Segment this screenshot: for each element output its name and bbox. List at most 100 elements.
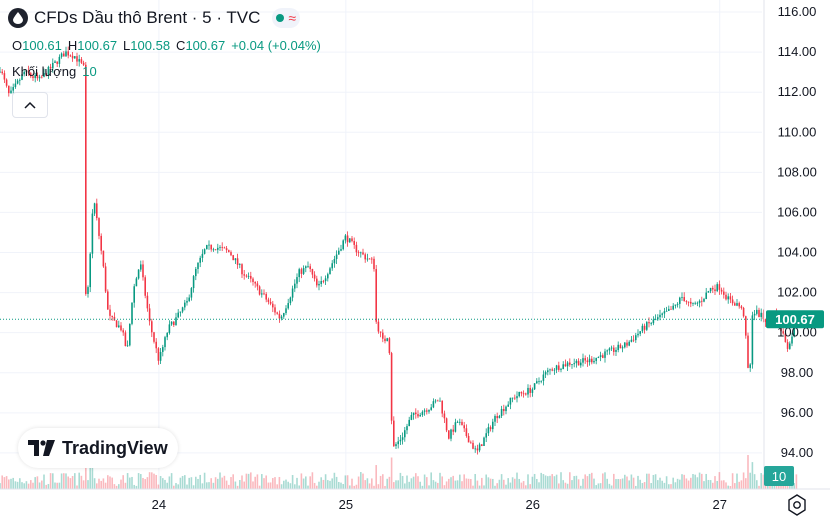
volume-bar bbox=[426, 477, 428, 489]
volume-bar bbox=[412, 476, 415, 489]
candle-body bbox=[298, 269, 300, 278]
volume-bar bbox=[654, 474, 657, 489]
candle-body bbox=[71, 55, 74, 59]
time-axis[interactable]: 24 25 26 27 bbox=[152, 497, 727, 512]
collapse-legend-button[interactable] bbox=[12, 92, 48, 118]
volume-bar bbox=[397, 480, 399, 489]
volume-bar bbox=[621, 478, 624, 489]
candle-body bbox=[241, 264, 243, 275]
volume-bar bbox=[542, 474, 545, 489]
candle-body bbox=[45, 73, 47, 76]
volume-bar bbox=[69, 478, 72, 489]
volume-bar bbox=[258, 485, 261, 489]
volume-bar bbox=[630, 474, 633, 489]
volume-bar bbox=[324, 474, 327, 489]
volume-bar bbox=[456, 480, 459, 489]
candle-body bbox=[0, 71, 1, 73]
candle-body bbox=[423, 410, 426, 412]
candle-body bbox=[738, 303, 740, 307]
candle-body bbox=[364, 254, 366, 260]
volume-bar bbox=[683, 474, 685, 489]
candle-body bbox=[740, 306, 743, 308]
volume-bar bbox=[626, 476, 628, 489]
volume-bar bbox=[742, 472, 745, 489]
volume-bar bbox=[256, 474, 259, 489]
volume-bar bbox=[329, 480, 331, 489]
candle-body bbox=[558, 365, 560, 370]
volume-bar bbox=[375, 465, 377, 489]
volume-bar bbox=[140, 474, 142, 489]
volume-bar bbox=[505, 484, 507, 489]
volume-bar bbox=[716, 480, 718, 489]
candle-body bbox=[276, 312, 278, 314]
candle-body bbox=[555, 365, 558, 370]
candle-body bbox=[652, 319, 655, 324]
candle-body bbox=[307, 266, 309, 268]
tradingview-logo[interactable]: TradingView bbox=[18, 428, 178, 468]
market-status-pill[interactable]: ≈ bbox=[272, 8, 301, 28]
candle-body bbox=[663, 311, 666, 314]
candle-body bbox=[624, 342, 626, 348]
candle-body bbox=[294, 283, 296, 289]
volume-bar bbox=[58, 482, 61, 489]
candle-body bbox=[256, 283, 259, 287]
settings-icon[interactable] bbox=[786, 494, 808, 516]
volume-bar bbox=[714, 476, 716, 489]
volume-bar bbox=[555, 474, 558, 489]
volume-bar bbox=[652, 474, 655, 489]
volume-bar bbox=[569, 472, 571, 489]
volume-bar bbox=[335, 476, 338, 489]
candle-body bbox=[760, 312, 762, 317]
candle-body bbox=[210, 244, 212, 250]
volume-bar bbox=[756, 480, 758, 489]
volume-bar bbox=[668, 484, 670, 489]
candle-body bbox=[615, 349, 617, 352]
volume-bar bbox=[10, 478, 12, 489]
volume-bar bbox=[606, 478, 608, 489]
candle-body bbox=[96, 203, 98, 219]
volume-bar bbox=[43, 474, 45, 489]
volume-bar bbox=[225, 480, 228, 489]
chart-title[interactable]: CFDs Dầu thô Brent · 5 · TVC bbox=[34, 8, 261, 27]
candle-body bbox=[219, 247, 221, 248]
volume-bar bbox=[734, 483, 736, 489]
volume-bar bbox=[283, 480, 285, 489]
candle-body bbox=[166, 332, 168, 338]
volume-bar bbox=[137, 473, 140, 489]
candle-body bbox=[503, 408, 505, 412]
candle-body bbox=[254, 282, 256, 284]
candle-body bbox=[536, 381, 538, 384]
candle-body bbox=[437, 400, 439, 402]
candle-body bbox=[318, 283, 320, 286]
volume-bar bbox=[485, 474, 487, 489]
candle-body bbox=[648, 322, 650, 324]
candle-body bbox=[496, 416, 498, 419]
candle-body bbox=[98, 218, 100, 236]
volume-bar bbox=[406, 475, 408, 489]
candle-body bbox=[404, 430, 406, 438]
candle-body bbox=[681, 297, 683, 298]
volume-bar bbox=[285, 479, 287, 489]
volume-bar bbox=[571, 480, 573, 489]
volume-bar bbox=[729, 485, 732, 489]
candle-body bbox=[569, 362, 571, 365]
price-axis[interactable]: 94.00 96.00 98.00 100.00 102.00 104.00 106.00 1… bbox=[777, 4, 817, 460]
volume-bar bbox=[36, 476, 39, 489]
candle-body bbox=[731, 299, 734, 304]
volume-bar bbox=[551, 474, 553, 489]
volume-bar bbox=[650, 483, 652, 489]
volume-bar bbox=[52, 473, 54, 489]
volume-bar bbox=[333, 472, 336, 489]
volume-bar bbox=[80, 475, 83, 489]
volume-bar bbox=[775, 483, 778, 489]
volume-bar bbox=[351, 478, 353, 489]
volume-bar bbox=[439, 472, 441, 489]
candle-body bbox=[756, 309, 758, 314]
oil-drop-icon[interactable] bbox=[8, 8, 28, 28]
volume-legend: Khối lượng 10 bbox=[12, 64, 97, 79]
volume-bar bbox=[241, 475, 243, 489]
candle-body bbox=[617, 344, 619, 350]
candle-body bbox=[155, 341, 157, 349]
candle-body bbox=[104, 266, 107, 292]
